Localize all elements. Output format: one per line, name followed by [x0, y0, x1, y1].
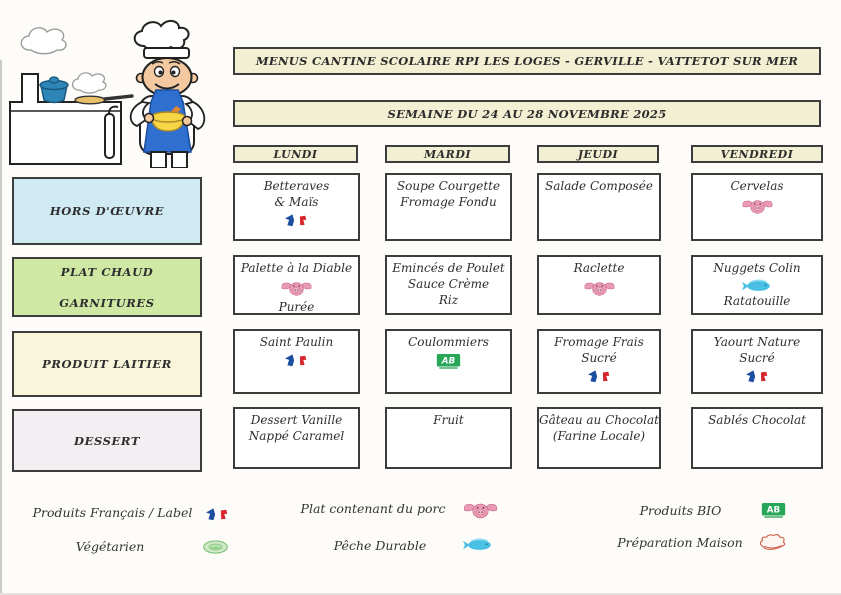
menu-cell-lundi-hors-doeuvre: Betteraves & Maïs	[233, 173, 360, 241]
menu-item: Dessert Vanille	[250, 413, 343, 427]
bio-icon	[761, 502, 786, 519]
menu-item: Palette à la Diable	[240, 261, 353, 275]
menu-item: Emincés de Poulet	[392, 261, 505, 275]
menu-item: Yaourt Nature	[713, 335, 801, 349]
title-banner: MENUS CANTINE SCOLAIRE RPI LES LOGES - G…	[233, 47, 821, 75]
pork-icon	[583, 279, 616, 299]
week-label: SEMAINE DU 24 AU 28 NOVEMBRE 2025	[387, 106, 667, 121]
week-banner: SEMAINE DU 24 AU 28 NOVEMBRE 2025	[233, 100, 821, 127]
chef-illustration	[9, 20, 206, 168]
menu-item: Fruit	[433, 413, 464, 427]
menu-cell-lundi-plat-chaud: Palette à la Diable Purée	[233, 255, 360, 315]
pork-icon	[280, 279, 313, 299]
menu-item: Cervelas	[730, 179, 784, 193]
menu-item: Fromage Frais	[554, 335, 644, 349]
menu-cell-lundi-produit-laitier: Saint Paulin	[233, 329, 360, 394]
legend-peche-durable: Pêche Durable	[333, 538, 427, 553]
sustainable-fishing-icon	[742, 279, 772, 293]
menu-cell-vendredi-plat-chaud: Nuggets Colin Ratatouille	[691, 255, 823, 315]
vegetarian-icon	[202, 540, 229, 554]
menu-cell-lundi-dessert: Dessert Vanille Nappé Caramel	[233, 407, 360, 469]
bio-icon	[436, 353, 461, 370]
menu-item: Saint Paulin	[259, 335, 334, 349]
french-label-icon	[744, 369, 771, 384]
pork-icon	[741, 197, 774, 217]
menu-item: Fromage Fondu	[400, 195, 497, 209]
menu-item: Nappé Caramel	[248, 429, 345, 443]
row-category-text: PLAT CHAUD	[60, 264, 154, 279]
menu-item: & Maïs	[274, 195, 319, 209]
row-category-text: GARNITURES	[59, 295, 155, 310]
menu-item: Raclette	[573, 261, 625, 275]
menu-cell-vendredi-produit-laitier: Yaourt Nature Sucré	[691, 329, 823, 394]
menu-item: Soupe Courgette	[396, 179, 501, 193]
menu-cell-vendredi-dessert: Sablés Chocolat	[691, 407, 823, 469]
row-category-text: HORS D'ŒUVRE	[49, 204, 165, 218]
menu-item: Gâteau au Chocolat	[539, 413, 659, 427]
menu-item: Ratatouille	[723, 294, 791, 308]
menu-cell-jeudi-hors-doeuvre: Salade Composée	[537, 173, 661, 241]
row-category-text: DESSERT	[74, 433, 140, 448]
scan-artifact	[0, 60, 2, 595]
legend-preparation-maison: Préparation Maison	[617, 535, 743, 550]
legend-produits-bio: Produits BIO	[639, 503, 722, 518]
legend-vegetarien: Végétarien	[75, 539, 145, 554]
menu-cell-jeudi-dessert: Gâteau au Chocolat (Farine Locale)	[537, 407, 661, 469]
french-label-icon	[283, 213, 310, 228]
row-category-plat-chaud: PLAT CHAUD GARNITURES	[12, 257, 202, 317]
row-category-text: PRODUIT LAITIER	[42, 357, 172, 371]
page-title: MENUS CANTINE SCOLAIRE RPI LES LOGES - G…	[255, 54, 799, 68]
homemade-icon	[757, 533, 788, 553]
menu-cell-jeudi-plat-chaud: Raclette	[537, 255, 661, 315]
menu-cell-vendredi-hors-doeuvre: Cervelas	[691, 173, 823, 241]
menu-item: Betteraves	[263, 179, 330, 193]
menu-cell-jeudi-produit-laitier: Fromage Frais Sucré	[537, 329, 661, 394]
menu-cell-mardi-produit-laitier: Coulommiers	[385, 329, 512, 394]
day-header-vendredi: VENDREDI	[691, 145, 823, 163]
french-label-icon	[586, 369, 613, 384]
menu-item: Sucré	[581, 351, 617, 365]
row-category-produit-laitier: PRODUIT LAITIER	[12, 331, 202, 397]
menu-cell-mardi-hors-doeuvre: Soupe Courgette Fromage Fondu	[385, 173, 512, 241]
row-category-dessert: DESSERT	[12, 409, 202, 472]
row-category-hors-doeuvre: HORS D'ŒUVRE	[12, 177, 202, 245]
menu-item: Riz	[438, 293, 459, 307]
scan-artifact	[0, 593, 841, 595]
menu-item: Salade Composée	[544, 179, 654, 193]
menu-cell-mardi-dessert: Fruit	[385, 407, 512, 469]
sustainable-fishing-icon	[463, 538, 493, 552]
french-label-icon	[204, 507, 231, 522]
menu-item: Sauce Crème	[407, 277, 490, 291]
day-header-lundi: LUNDI	[233, 145, 358, 163]
legend-produits-francais: Produits Français / Label	[32, 505, 193, 520]
legend-porc: Plat contenant du porc	[300, 501, 446, 516]
menu-item: Coulommiers	[408, 335, 489, 349]
pork-icon	[462, 500, 499, 522]
day-header-jeudi: JEUDI	[537, 145, 659, 163]
menu-item: (Farine Locale)	[552, 429, 646, 443]
menu-item: Purée	[278, 300, 315, 314]
menu-item: Nuggets Colin	[713, 261, 801, 275]
day-header-mardi: MARDI	[385, 145, 510, 163]
french-label-icon	[283, 353, 310, 368]
menu-item: Sucré	[739, 351, 775, 365]
menu-cell-mardi-plat-chaud: Emincés de Poulet Sauce Crème Riz	[385, 255, 512, 315]
menu-item: Sablés Chocolat	[708, 413, 806, 427]
